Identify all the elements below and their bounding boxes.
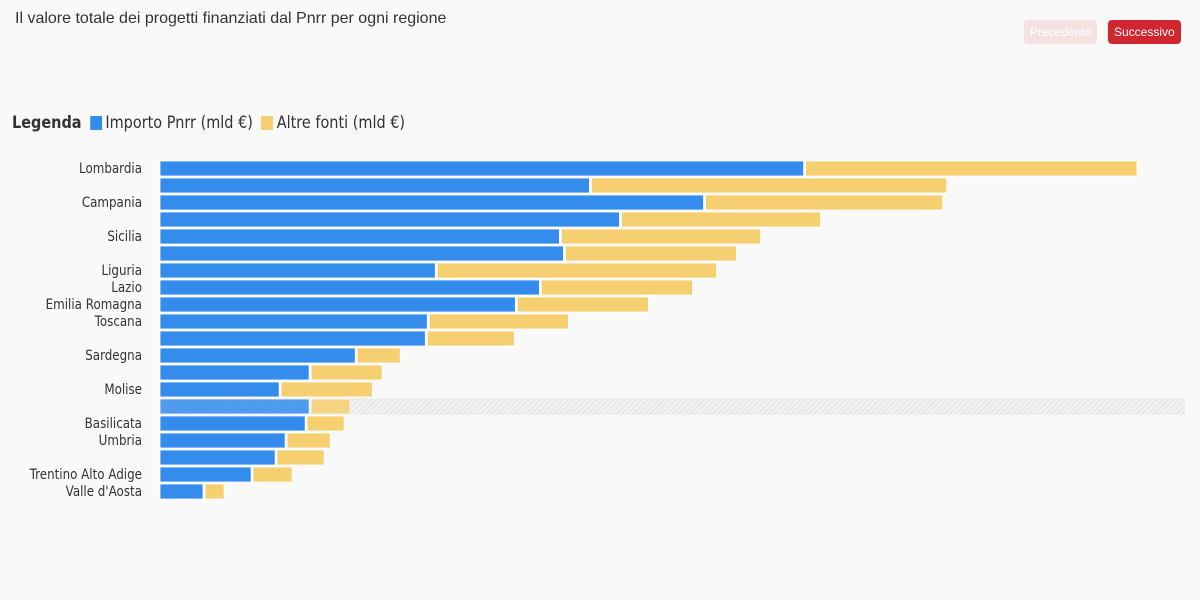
category-label: Emilia Romagna [46,297,142,313]
legend-title: Legenda [12,113,82,133]
bar-altre-fonti[interactable] [705,194,944,211]
bar-altre-fonti[interactable] [591,177,948,194]
bar-pnrr[interactable] [159,296,516,313]
previous-button[interactable]: Precedente [1024,20,1098,44]
legend-item-altre[interactable]: Altre fonti (mld €) [261,113,405,133]
bar-pnrr[interactable] [159,160,805,177]
bar-pnrr[interactable] [159,449,276,466]
bar-pnrr[interactable] [159,228,560,245]
legend-label-altre: Altre fonti (mld €) [276,113,406,133]
bar-altre-fonti[interactable] [310,364,383,381]
bar-altre-fonti[interactable] [621,211,822,228]
category-label: Valle d'Aosta [66,484,142,500]
bar-altre-fonti[interactable] [540,279,693,296]
bar-pnrr[interactable] [159,313,428,330]
bar-altre-fonti[interactable] [560,228,761,245]
bar-pnrr[interactable] [159,279,540,296]
legend-swatch-altre [261,116,274,130]
bar-pnrr[interactable] [159,245,564,262]
legend: Legenda Importo Pnrr (mld €) Altre fonti… [12,113,414,133]
highlight-overlay [160,399,353,414]
category-label: Lazio [111,280,142,296]
bar-altre-fonti[interactable] [805,160,1138,177]
bar-pnrr[interactable] [159,381,280,398]
bar-pnrr[interactable] [159,262,436,279]
bar-pnrr[interactable] [159,194,704,211]
category-label: Basilicata [85,416,142,432]
bar-pnrr[interactable] [159,330,426,347]
bar-altre-fonti[interactable] [306,415,345,432]
chart-title: Il valore totale dei progetti finanziati… [15,10,447,27]
category-label: Molise [104,382,142,398]
category-label: Trentino Alto Adige [29,467,142,483]
legend-swatch-pnrr [90,116,102,130]
category-label: Umbria [99,433,142,449]
next-button[interactable]: Successivo [1108,20,1181,44]
bar-altre-fonti[interactable] [252,466,293,483]
bar-altre-fonti[interactable] [356,347,401,364]
category-label: Campania [82,195,142,211]
bar-altre-fonti[interactable] [564,245,737,262]
bar-altre-fonti[interactable] [280,381,373,398]
bar-altre-fonti[interactable] [204,483,225,500]
category-label: Toscana [94,314,142,330]
bar-pnrr[interactable] [159,415,306,432]
category-label: Sardegna [85,348,142,364]
highlight-row [160,398,1185,415]
bar-pnrr[interactable] [159,347,356,364]
bar-altre-fonti[interactable] [286,432,331,449]
bar-pnrr[interactable] [159,211,620,228]
bar-pnrr[interactable] [159,466,252,483]
bar-pnrr[interactable] [159,177,590,194]
bar-altre-fonti[interactable] [428,313,569,330]
bar-altre-fonti[interactable] [276,449,325,466]
legend-item-pnrr[interactable]: Importo Pnrr (mld €) [90,113,253,133]
legend-label-pnrr: Importo Pnrr (mld €) [105,113,253,133]
bar-pnrr[interactable] [159,483,204,500]
bar-altre-fonti[interactable] [436,262,717,279]
bar-altre-fonti[interactable] [426,330,515,347]
bar-pnrr[interactable] [159,432,286,449]
category-label: Liguria [101,263,142,279]
category-label: Sicilia [107,229,142,245]
category-label: Lombardia [79,161,142,177]
bar-altre-fonti[interactable] [516,296,649,313]
bar-pnrr[interactable] [159,364,310,381]
